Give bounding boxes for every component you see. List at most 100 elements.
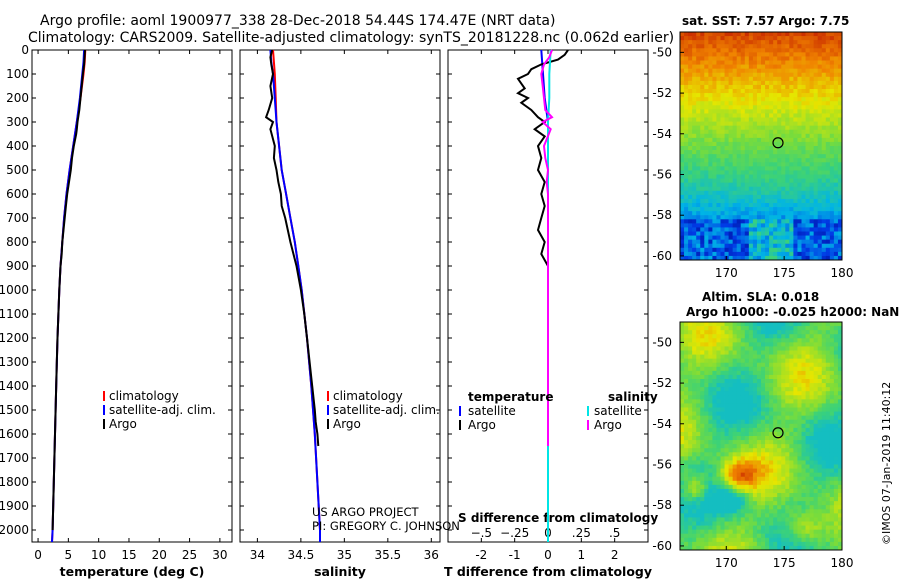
map-cell	[752, 190, 758, 196]
map-cell	[761, 436, 766, 441]
map-cell	[801, 105, 806, 110]
map-cell	[809, 427, 815, 433]
map-cell	[797, 440, 802, 445]
map-cell	[688, 64, 693, 70]
map-cell	[825, 158, 831, 163]
map-cell	[720, 419, 725, 425]
map-cell	[748, 472, 754, 478]
map-cell	[688, 326, 693, 331]
map-cell	[752, 354, 758, 360]
map-cell	[684, 84, 689, 90]
map-cell	[708, 403, 713, 408]
map-cell	[797, 322, 802, 327]
map-cell	[684, 411, 689, 417]
map-cell	[833, 150, 839, 155]
map-cell	[809, 215, 815, 220]
map-cell	[829, 529, 835, 535]
map-cell	[700, 154, 705, 159]
map-cell	[728, 529, 734, 535]
map-cell	[684, 52, 689, 57]
map-cell	[829, 431, 835, 437]
map-cell	[736, 231, 742, 236]
map-cell	[708, 383, 713, 388]
map-cell	[720, 476, 725, 482]
map-cell	[789, 444, 794, 449]
map-cell	[684, 146, 689, 151]
map-cell	[708, 513, 713, 518]
map-cell	[744, 338, 750, 343]
map-cell	[712, 60, 717, 65]
map-cell	[813, 194, 819, 200]
map-cell	[825, 178, 831, 184]
map-cell	[769, 80, 774, 86]
map-cell	[761, 480, 766, 486]
map-cell	[773, 411, 778, 417]
map-cell	[756, 436, 762, 441]
map-cell	[833, 223, 839, 228]
map-cell	[700, 440, 705, 445]
map-cell	[692, 64, 697, 70]
map-cell	[724, 513, 729, 518]
map-cell	[756, 215, 762, 220]
map-cell	[773, 379, 778, 384]
map-cell	[756, 488, 762, 494]
map-cell	[744, 358, 750, 364]
map-cell	[781, 513, 786, 518]
map-cell	[688, 190, 693, 196]
map-cell	[837, 350, 843, 355]
map-cell	[769, 391, 774, 396]
map-cell	[793, 121, 798, 127]
map-cell	[716, 154, 721, 159]
map-cell	[744, 411, 750, 417]
map-cell	[716, 125, 721, 131]
map-cell	[809, 133, 815, 139]
map-cell	[732, 52, 738, 57]
map-cell	[748, 403, 754, 408]
map-cell	[732, 76, 738, 82]
map-cell	[692, 374, 697, 380]
map-cell	[712, 330, 717, 335]
map-cell	[752, 427, 758, 433]
y-tick-label: 800	[6, 235, 29, 249]
map-cell	[680, 243, 685, 249]
map-cell	[724, 60, 729, 65]
map-cell	[789, 440, 794, 445]
map-cell	[777, 334, 782, 339]
map-cell	[696, 141, 701, 147]
map-cell	[781, 52, 786, 57]
s-tick-label: .25	[572, 526, 591, 540]
map-cell	[761, 89, 766, 94]
map-cell	[789, 48, 794, 53]
map-cell	[833, 32, 839, 37]
map-cell	[692, 162, 697, 167]
map-cell	[700, 190, 705, 196]
map-cell	[821, 129, 827, 135]
map-cell	[692, 80, 697, 86]
map-cell	[837, 64, 843, 70]
map-cell	[736, 146, 742, 151]
map-cell	[684, 493, 689, 498]
map-cell	[797, 60, 802, 65]
map-cell	[692, 334, 697, 339]
map-cell	[825, 32, 831, 37]
map-cell	[825, 362, 831, 368]
map-cell	[829, 452, 835, 457]
map-cell	[769, 517, 774, 522]
map-cell	[680, 231, 685, 236]
map-cell	[821, 80, 827, 86]
map-cell	[748, 174, 754, 179]
map-cell	[716, 64, 721, 70]
map-cell	[688, 472, 693, 478]
map-cell	[833, 448, 839, 453]
map-cell	[724, 97, 729, 102]
map-cell	[781, 117, 786, 122]
map-cell	[805, 239, 810, 245]
map-cell	[793, 133, 798, 139]
map-cell	[809, 76, 815, 82]
map-cell	[797, 178, 802, 184]
map-cell	[716, 113, 721, 118]
map-cell	[825, 40, 831, 45]
map-cell	[829, 403, 835, 408]
map-cell	[785, 513, 790, 518]
map-cell	[825, 80, 831, 86]
